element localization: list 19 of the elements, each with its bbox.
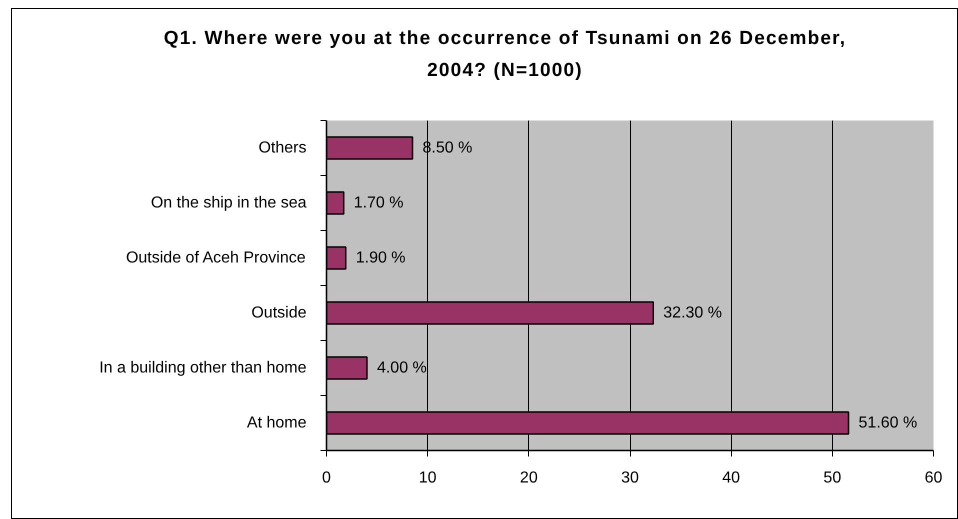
chart-title: Q1. Where were you at the occurrence of Tsunami on 26 December, 2004? (N=1000) [162, 27, 848, 83]
y-tick-label: In a building other than home [99, 360, 307, 376]
data-label: 51.60 % [858, 414, 918, 432]
data-label: 1.90 % [356, 250, 406, 266]
y-tick-label: Others [258, 140, 306, 156]
y-tick-label: Outside [251, 304, 307, 322]
data-label: 32.30 % [663, 304, 722, 322]
x-tick-label: 40 [722, 470, 740, 486]
y-tick-label: On the ship in the sea [150, 194, 307, 212]
x-tick-label: 50 [823, 470, 842, 486]
data-label: 1.70 % [354, 194, 404, 212]
x-tick-label: 20 [520, 470, 538, 486]
x-tick-label: 0 [322, 470, 332, 486]
y-tick-label: Outside of Aceh Province [126, 250, 306, 266]
data-label: 4.00 % [376, 360, 427, 376]
x-tick-label: 60 [924, 470, 942, 486]
x-tick-label: 10 [418, 470, 437, 486]
x-tick-label: 30 [621, 470, 639, 486]
y-tick-label: At home [246, 414, 307, 432]
